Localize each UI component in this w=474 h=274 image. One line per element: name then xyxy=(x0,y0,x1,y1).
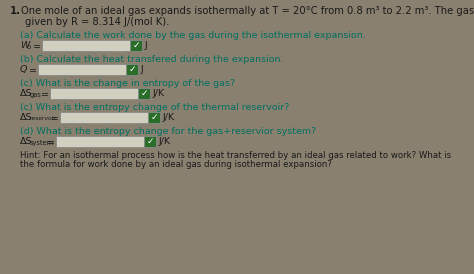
Bar xyxy=(42,40,142,51)
Bar xyxy=(148,112,160,123)
Bar xyxy=(126,64,138,75)
Bar xyxy=(144,136,156,147)
Text: =: = xyxy=(29,66,37,75)
Text: ✓: ✓ xyxy=(140,89,148,98)
Text: (d) What is the entropy change for the gas+reservior system?: (d) What is the entropy change for the g… xyxy=(20,127,316,136)
Text: ✓: ✓ xyxy=(146,137,154,146)
Text: ✓: ✓ xyxy=(128,65,136,74)
Text: (c) What is the entropy change of the thermal reservoir?: (c) What is the entropy change of the th… xyxy=(20,103,289,112)
Text: 1.: 1. xyxy=(10,6,21,16)
Text: gas: gas xyxy=(30,92,42,98)
Text: system: system xyxy=(30,140,54,146)
Text: ✓: ✓ xyxy=(132,41,140,50)
Text: W: W xyxy=(20,41,29,50)
Text: =: = xyxy=(51,114,59,123)
Bar xyxy=(130,40,142,51)
Text: ΔS: ΔS xyxy=(20,137,33,146)
Text: J/K: J/K xyxy=(159,137,171,146)
Text: J/K: J/K xyxy=(163,113,175,122)
Text: given by R = 8.314 J/(mol K).: given by R = 8.314 J/(mol K). xyxy=(25,17,169,27)
Text: o: o xyxy=(27,44,31,50)
Text: J: J xyxy=(141,65,144,74)
Text: =: = xyxy=(41,90,49,99)
Text: J: J xyxy=(145,41,148,50)
Text: ✓: ✓ xyxy=(150,113,158,122)
Text: One mole of an ideal gas expands isothermally at T = 20°C from 0.8 m³ to 2.2 m³.: One mole of an ideal gas expands isother… xyxy=(21,6,474,16)
Text: (b) Calculate the heat transfered during the expansion.: (b) Calculate the heat transfered during… xyxy=(20,55,283,64)
Text: ΔS: ΔS xyxy=(20,113,33,122)
Text: =: = xyxy=(33,42,41,51)
Text: Hint: For an isothermal process how is the heat transferred by an ideal gas rela: Hint: For an isothermal process how is t… xyxy=(20,151,451,160)
Text: reservoir: reservoir xyxy=(30,116,57,121)
Bar xyxy=(138,88,150,99)
Text: =: = xyxy=(47,138,55,147)
Bar xyxy=(38,64,138,75)
Text: (c) What is the change in entropy of the gas?: (c) What is the change in entropy of the… xyxy=(20,79,235,88)
Text: ΔS: ΔS xyxy=(20,89,33,98)
Text: Q: Q xyxy=(20,65,27,74)
Bar xyxy=(50,88,150,99)
Text: J/K: J/K xyxy=(153,89,165,98)
Bar xyxy=(56,136,156,147)
Text: the formula for work done by an ideal gas during isothermal expansion?: the formula for work done by an ideal ga… xyxy=(20,160,332,169)
Text: (a) Calculate the work done by the gas during the isothermal expansion.: (a) Calculate the work done by the gas d… xyxy=(20,31,366,40)
Bar xyxy=(60,112,160,123)
